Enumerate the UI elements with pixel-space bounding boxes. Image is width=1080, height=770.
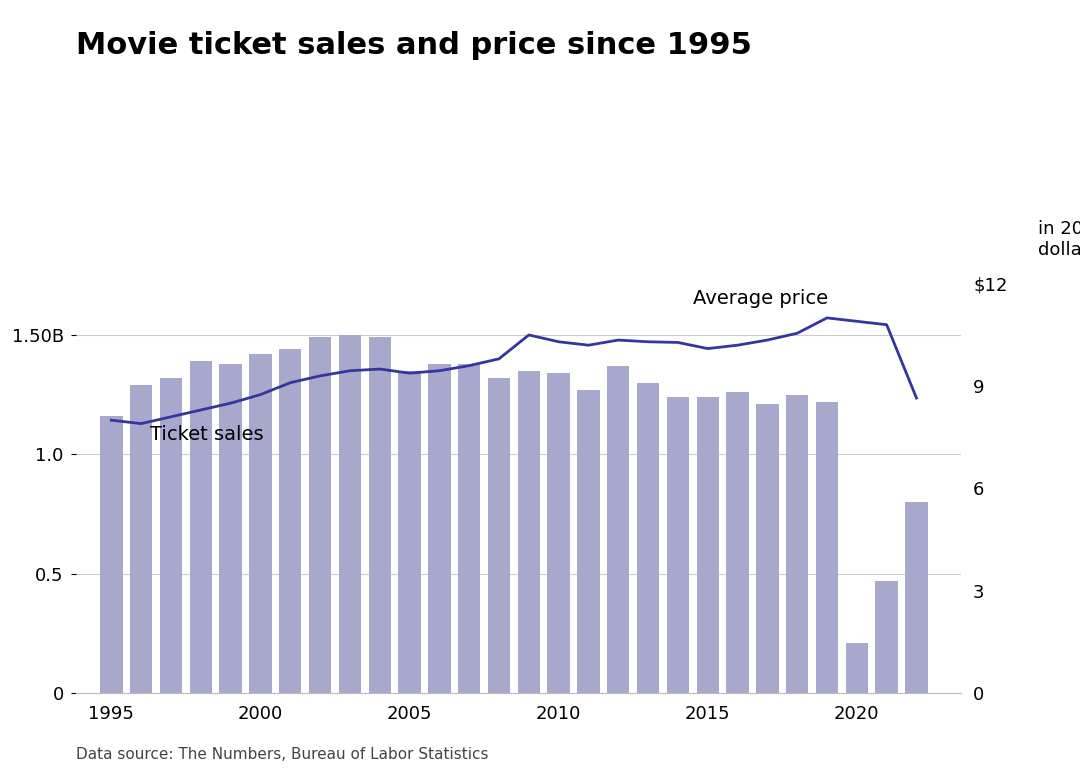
Bar <box>100 416 122 693</box>
Bar <box>368 337 391 693</box>
Bar <box>876 581 897 693</box>
Bar <box>786 394 809 693</box>
Bar <box>905 502 928 693</box>
Text: Data source: The Numbers, Bureau of Labor Statistics: Data source: The Numbers, Bureau of Labo… <box>76 748 488 762</box>
Bar <box>249 354 272 693</box>
Bar <box>637 383 659 693</box>
Bar <box>517 371 540 693</box>
Bar <box>488 378 510 693</box>
Bar <box>815 402 838 693</box>
Bar <box>219 363 242 693</box>
Bar <box>279 350 301 693</box>
Text: in 2022
dollars: in 2022 dollars <box>1038 220 1080 259</box>
Bar <box>190 361 212 693</box>
Bar <box>458 363 481 693</box>
Bar <box>846 643 868 693</box>
Bar <box>399 371 421 693</box>
Bar <box>130 385 152 693</box>
Text: Average price: Average price <box>693 290 828 308</box>
Bar <box>578 390 599 693</box>
Bar <box>160 378 183 693</box>
Bar <box>309 337 332 693</box>
Text: Movie ticket sales and price since 1995: Movie ticket sales and price since 1995 <box>76 31 752 60</box>
Bar <box>428 363 450 693</box>
Bar <box>697 397 719 693</box>
Text: Ticket sales: Ticket sales <box>150 425 264 444</box>
Bar <box>607 366 630 693</box>
Bar <box>756 404 779 693</box>
Bar <box>548 373 570 693</box>
Bar <box>666 397 689 693</box>
Bar <box>727 392 748 693</box>
Bar <box>339 335 361 693</box>
